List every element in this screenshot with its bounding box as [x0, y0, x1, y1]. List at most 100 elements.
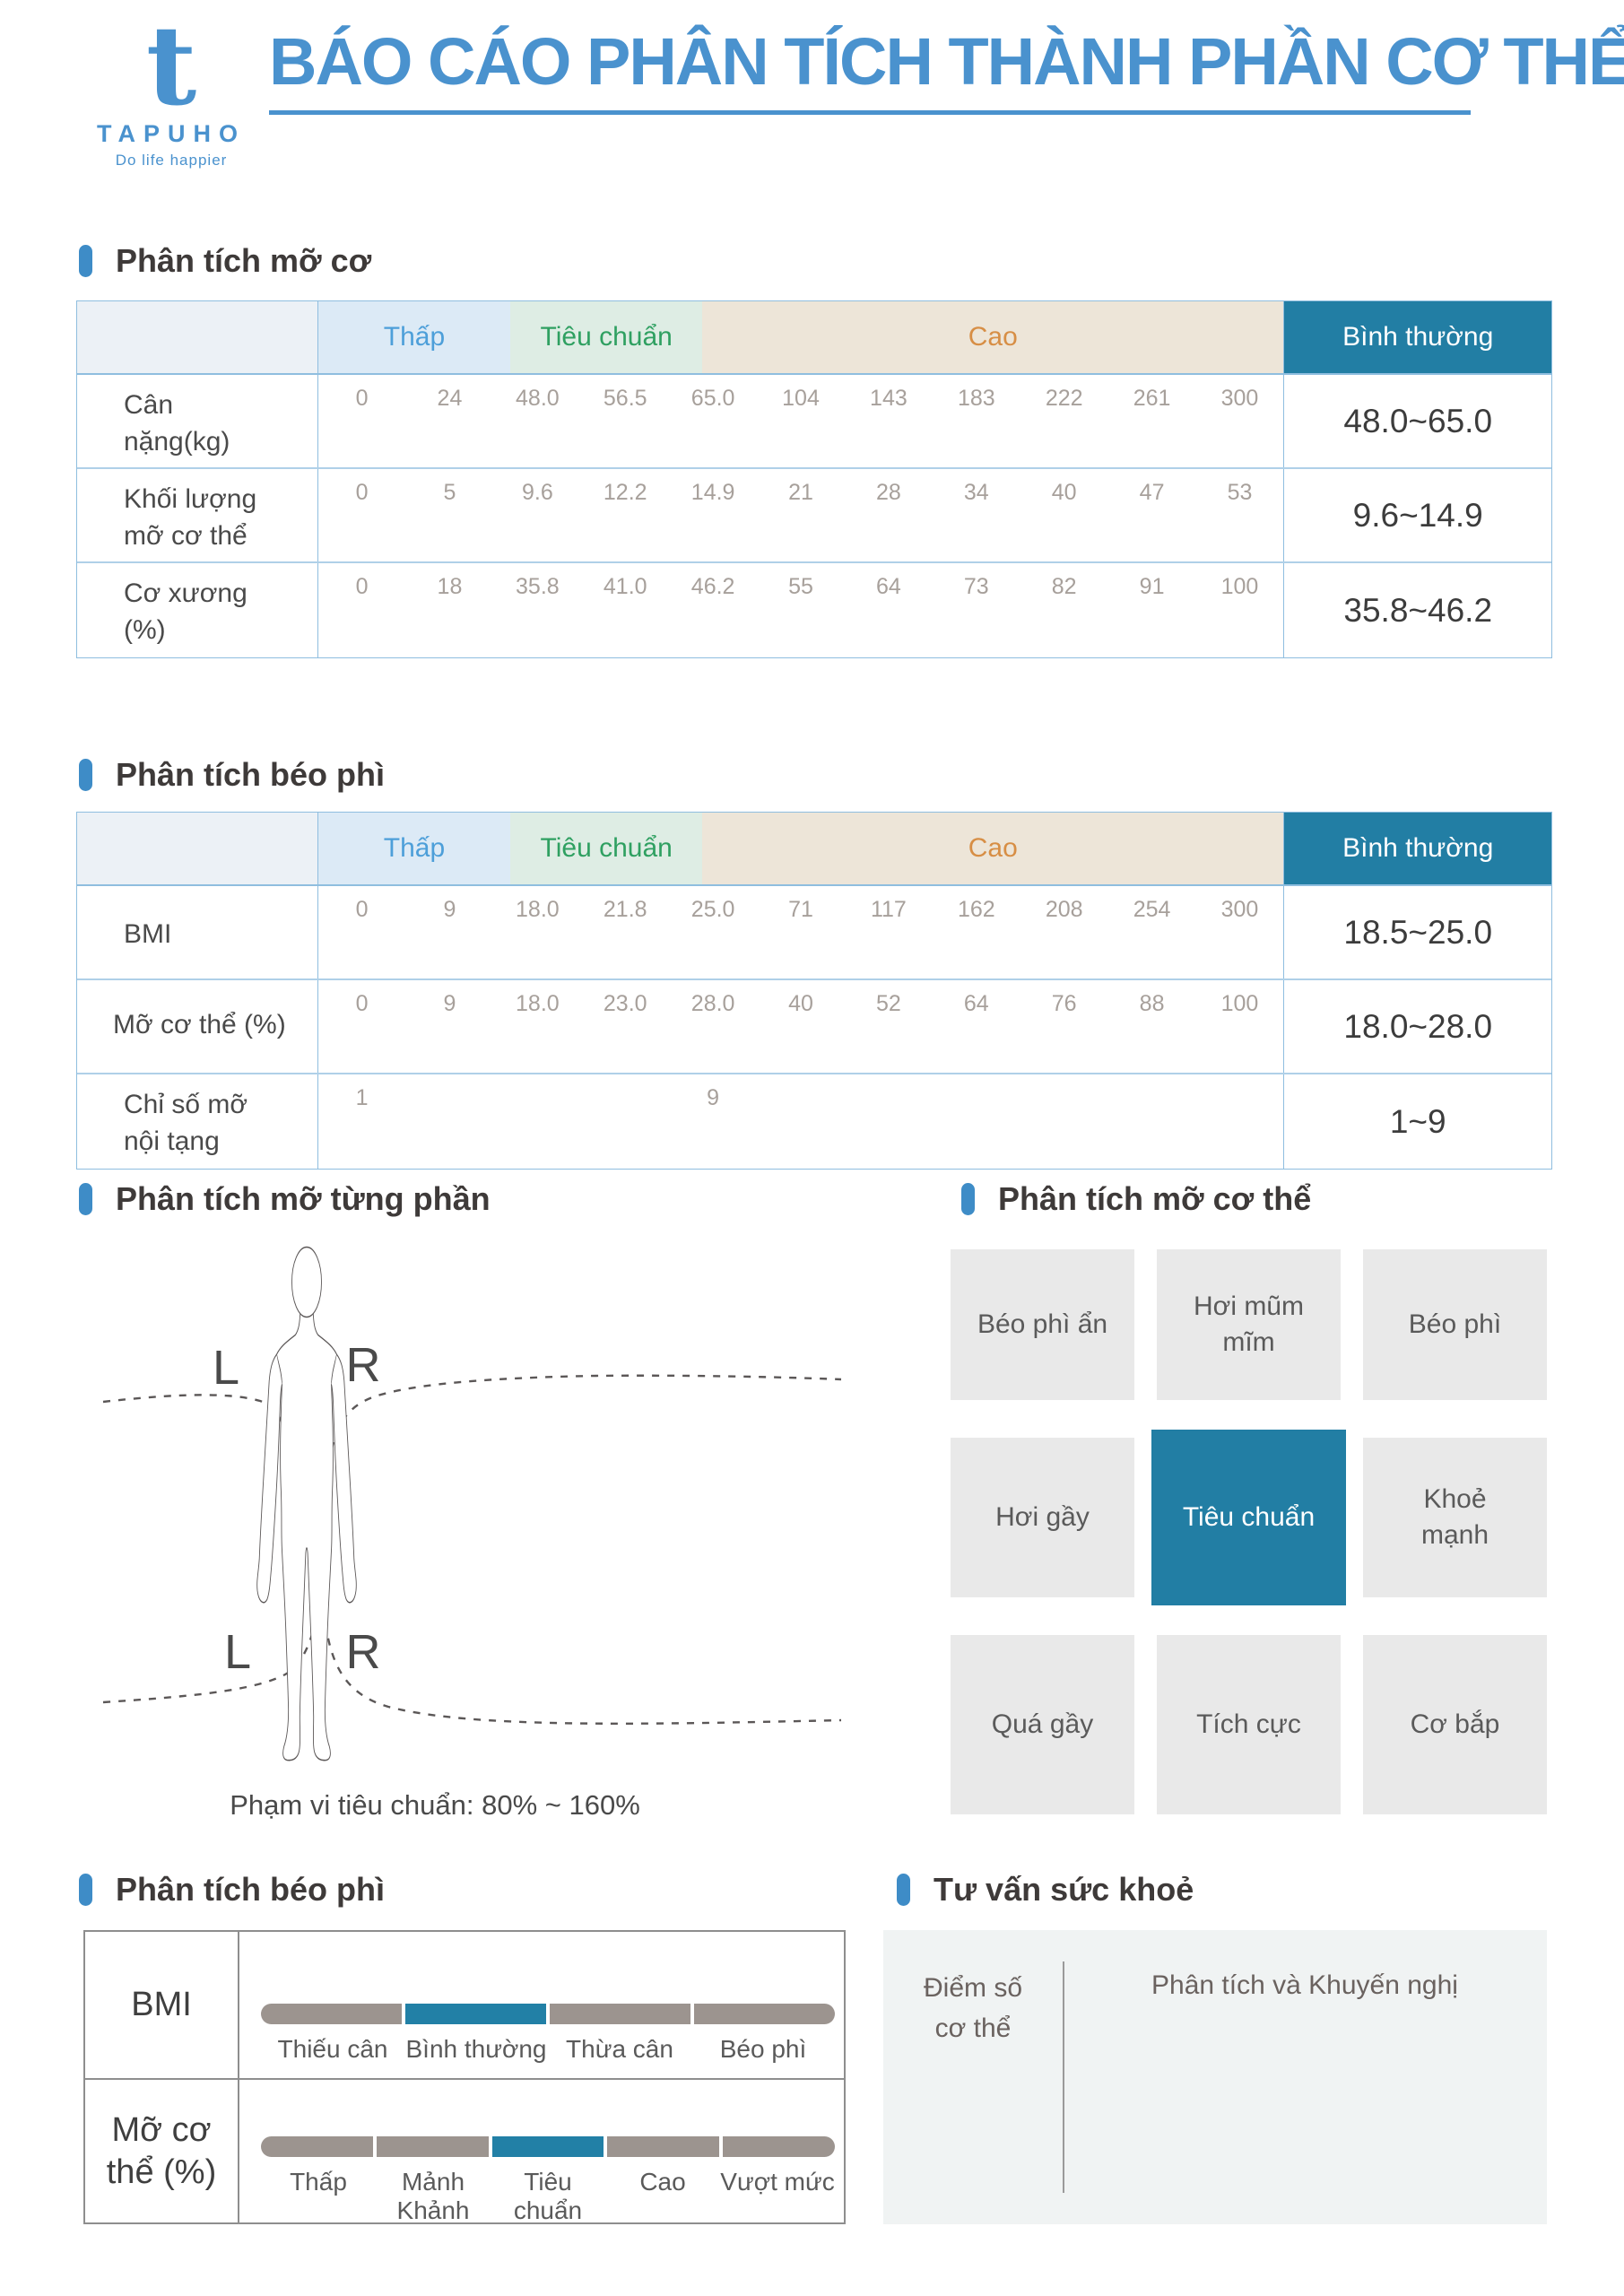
header-empty-cell: [77, 813, 318, 884]
tick: [1108, 1085, 1196, 1169]
section-title-text: Phân tích mỡ cơ thể: [998, 1180, 1312, 1217]
tick: 35.8: [516, 574, 560, 599]
tick: 0: [355, 991, 369, 1016]
table-header-row: Thấp Tiêu chuẩn Cao Bình thường: [77, 301, 1551, 375]
section-title-text: Tư vấn sức khoẻ: [934, 1871, 1194, 1908]
section-bullet-icon: [897, 1874, 910, 1906]
tick: 254: [1133, 897, 1171, 922]
grid-cell-slightly-thin: Hơi gầy: [951, 1438, 1134, 1597]
tick: 18.0: [516, 991, 560, 1016]
normal-range-value: 48.0~65.0: [1283, 375, 1551, 467]
tick: 117: [870, 897, 907, 922]
scale-ticks: 0 9 18.0 21.8 25.0 71 117 162 208 254 30…: [318, 886, 1284, 978]
tick: 100: [1220, 574, 1259, 599]
box-horizontal-divider: [85, 2078, 844, 2080]
tick: 183: [957, 386, 995, 411]
bar-segment-active: [405, 2004, 546, 2024]
bar-segment: [694, 2004, 835, 2024]
tick: 9: [707, 1085, 720, 1110]
header-high: Cao: [702, 813, 1284, 884]
grid-cell-active: Tích cực: [1157, 1635, 1341, 1814]
tick: 100: [1220, 991, 1259, 1016]
row-label: Cân nặng(kg): [77, 375, 318, 467]
scale-ticks: 0 5 9.6 12.2 14.9 21 28 34 40 47 53: [318, 469, 1284, 561]
scale-ticks: 0 9 18.0 23.0 28.0 40 52 64 76 88 100: [318, 980, 1284, 1073]
bar-segment: [261, 2136, 373, 2157]
page-title: BÁO CÁO PHÂN TÍCH THÀNH PHẦN CƠ THỂ: [269, 24, 1624, 99]
section-obesity-title: Phân tích béo phì: [79, 756, 385, 794]
tick: 40: [1051, 480, 1077, 505]
tick: 91: [1139, 574, 1165, 599]
tick: 64: [876, 574, 901, 599]
bar-segment: [723, 2136, 835, 2157]
header-low: Thấp: [317, 301, 511, 373]
tick: 12.2: [603, 480, 647, 505]
tick: [406, 1085, 494, 1169]
grid-cell-standard-active: Tiêu chuẩn: [1151, 1430, 1346, 1605]
grid-cell-healthy: Khoẻ mạnh: [1363, 1438, 1547, 1597]
tick: 222: [1045, 386, 1083, 411]
tick: 47: [1139, 480, 1165, 505]
row-label: Mỡ cơ thể (%): [77, 980, 318, 1073]
bar-segment: [607, 2136, 720, 2157]
tick: [581, 1085, 669, 1169]
logo-t-icon: t: [145, 1, 197, 130]
bar-segment: [376, 2136, 489, 2157]
tick: 9.6: [521, 480, 553, 505]
body-fat-row-label: Mỡ cơ thể (%): [106, 2110, 217, 2192]
table-row-body-fat-mass: Khối lượng mỡ cơ thể 0 5 9.6 12.2 14.9 2…: [77, 469, 1551, 563]
tick: [1196, 1085, 1284, 1169]
row-label: Chỉ số mỡ nội tạng: [77, 1074, 318, 1169]
tick: 34: [963, 480, 989, 505]
advice-divider: [1063, 1961, 1064, 2193]
tick: 28.0: [690, 991, 735, 1016]
tick: 18.0: [516, 897, 560, 922]
section-health-advice-title: Tư vấn sức khoẻ: [897, 1871, 1194, 1909]
tick: 55: [788, 574, 813, 599]
lower-right-label: R: [346, 1625, 381, 1679]
tick: [933, 1085, 1020, 1169]
tick: 56.5: [603, 386, 647, 411]
tick: 25.0: [690, 897, 735, 922]
tick: 18: [437, 574, 463, 599]
body-diagram: L R L R: [90, 1236, 852, 1781]
tick: 73: [963, 574, 989, 599]
tick: 48.0: [516, 386, 560, 411]
bmi-row-label: BMI: [131, 1985, 192, 2023]
tick: 0: [355, 574, 369, 599]
grid-cell-slightly-chubby: Hơi mũm mĩm: [1157, 1249, 1341, 1400]
tick: 5: [443, 480, 456, 505]
tick: 88: [1139, 991, 1165, 1016]
report-header: BÁO CÁO PHÂN TÍCH THÀNH PHẦN CƠ THỂ: [269, 23, 1624, 115]
normal-range-value: 1~9: [1283, 1074, 1551, 1169]
section-bullet-icon: [79, 1874, 92, 1906]
table-row-weight: Cân nặng(kg) 0 24 48.0 56.5 65.0 104 143…: [77, 375, 1551, 469]
normal-range-value: 9.6~14.9: [1283, 469, 1551, 561]
tick: 71: [788, 897, 813, 922]
normal-range-value: 18.0~28.0: [1283, 980, 1551, 1073]
table-row-skeletal-muscle: Cơ xương (%) 0 18 35.8 41.0 46.2 55 64 7…: [77, 563, 1551, 657]
tick: 24: [437, 386, 463, 411]
tick: 40: [788, 991, 813, 1016]
section-title-text: Phân tích mỡ cơ: [116, 242, 372, 279]
tick: 41.0: [603, 574, 647, 599]
section-bullet-icon: [79, 1183, 92, 1215]
obesity-table: Thấp Tiêu chuẩn Cao Bình thường BMI 0 9 …: [76, 812, 1552, 1170]
tick: 28: [876, 480, 901, 505]
tick: 0: [355, 480, 369, 505]
tick: 208: [1045, 897, 1083, 922]
title-underline: [269, 110, 1471, 115]
bar-segment: [261, 2004, 402, 2024]
tick: 21.8: [603, 897, 647, 922]
section-muscle-fat-title: Phân tích mỡ cơ: [79, 242, 371, 280]
muscle-fat-table: Thấp Tiêu chuẩn Cao Bình thường Cân nặng…: [76, 300, 1552, 658]
tick: 300: [1220, 897, 1259, 922]
row-label: Cơ xương (%): [77, 563, 318, 657]
section-bullet-icon: [961, 1183, 975, 1215]
scale-ticks: 0 18 35.8 41.0 46.2 55 64 73 82 91 100: [318, 563, 1284, 657]
table-header-row: Thấp Tiêu chuẩn Cao Bình thường: [77, 813, 1551, 886]
section-title-text: Phân tích béo phì: [116, 1871, 386, 1908]
header-standard: Tiêu chuẩn: [510, 813, 703, 884]
section-body-fat-grid-title: Phân tích mỡ cơ thể: [961, 1180, 1311, 1218]
tick: [1020, 1085, 1108, 1169]
